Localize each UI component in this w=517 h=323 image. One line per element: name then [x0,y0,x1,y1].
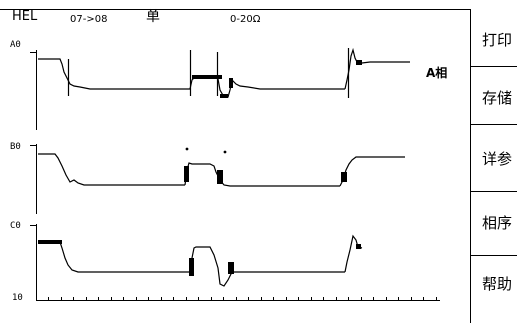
range-indicator: 07->08 [70,14,108,25]
channel-c-trace [38,234,363,287]
waveform-plot [0,9,470,301]
channel-b-label: B0 [10,142,21,152]
side-menu: 打印 存储 详参 相序 帮助 [470,9,517,323]
channel-b-trace [38,147,405,187]
time-axis-ticks [48,297,437,301]
phase-label: A相 [426,66,448,80]
mode-indicator: 单 [146,9,160,25]
axis-bottom-label: 10 [12,293,23,303]
scale-indicator: 0-20Ω [230,14,261,25]
help-button[interactable]: 帮助 [482,275,513,293]
print-button[interactable]: 打印 [482,31,513,49]
channel-c-label: C0 [10,221,21,231]
channel-a-trace [38,47,410,98]
save-button[interactable]: 存储 [482,89,513,107]
details-button[interactable]: 详参 [482,150,513,168]
device-name: HEL [12,9,38,24]
phase-sequence-button[interactable]: 相序 [482,214,513,232]
channel-a-label: A0 [10,40,21,50]
